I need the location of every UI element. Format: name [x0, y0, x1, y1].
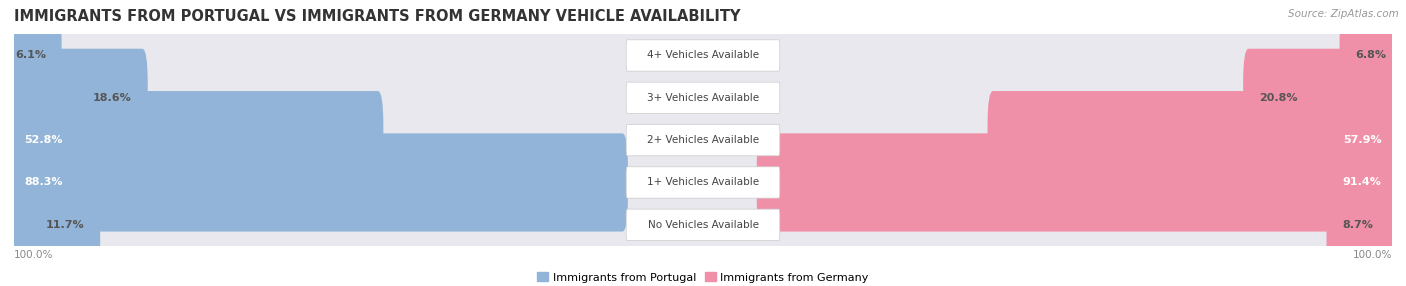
Text: 18.6%: 18.6%	[93, 93, 132, 103]
Text: 100.0%: 100.0%	[14, 250, 53, 260]
Text: 2+ Vehicles Available: 2+ Vehicles Available	[647, 135, 759, 145]
FancyBboxPatch shape	[626, 209, 780, 241]
FancyBboxPatch shape	[13, 87, 1393, 193]
Text: 91.4%: 91.4%	[1343, 178, 1382, 187]
FancyBboxPatch shape	[13, 45, 1393, 151]
FancyBboxPatch shape	[626, 82, 780, 114]
Text: IMMIGRANTS FROM PORTUGAL VS IMMIGRANTS FROM GERMANY VEHICLE AVAILABILITY: IMMIGRANTS FROM PORTUGAL VS IMMIGRANTS F…	[14, 9, 741, 23]
FancyBboxPatch shape	[8, 49, 148, 147]
FancyBboxPatch shape	[8, 133, 628, 232]
Text: No Vehicles Available: No Vehicles Available	[648, 220, 758, 230]
FancyBboxPatch shape	[626, 167, 780, 198]
Text: 1+ Vehicles Available: 1+ Vehicles Available	[647, 178, 759, 187]
Text: 11.7%: 11.7%	[46, 220, 84, 230]
Text: 3+ Vehicles Available: 3+ Vehicles Available	[647, 93, 759, 103]
Text: 52.8%: 52.8%	[24, 135, 63, 145]
Text: 57.9%: 57.9%	[1343, 135, 1382, 145]
Legend: Immigrants from Portugal, Immigrants from Germany: Immigrants from Portugal, Immigrants fro…	[533, 268, 873, 286]
Text: 6.1%: 6.1%	[14, 51, 46, 60]
FancyBboxPatch shape	[626, 124, 780, 156]
FancyBboxPatch shape	[987, 91, 1398, 189]
Text: 100.0%: 100.0%	[1353, 250, 1392, 260]
FancyBboxPatch shape	[13, 2, 1393, 109]
FancyBboxPatch shape	[756, 133, 1398, 232]
Text: 8.7%: 8.7%	[1343, 220, 1374, 230]
Text: 4+ Vehicles Available: 4+ Vehicles Available	[647, 51, 759, 60]
FancyBboxPatch shape	[1243, 49, 1398, 147]
FancyBboxPatch shape	[1340, 6, 1398, 105]
FancyBboxPatch shape	[8, 176, 100, 274]
Text: Source: ZipAtlas.com: Source: ZipAtlas.com	[1288, 9, 1399, 19]
FancyBboxPatch shape	[8, 91, 384, 189]
FancyBboxPatch shape	[1326, 176, 1398, 274]
Text: 88.3%: 88.3%	[24, 178, 63, 187]
FancyBboxPatch shape	[13, 172, 1393, 278]
FancyBboxPatch shape	[626, 40, 780, 71]
Text: 6.8%: 6.8%	[1355, 51, 1386, 60]
FancyBboxPatch shape	[8, 6, 62, 105]
FancyBboxPatch shape	[13, 129, 1393, 236]
Text: 20.8%: 20.8%	[1258, 93, 1298, 103]
